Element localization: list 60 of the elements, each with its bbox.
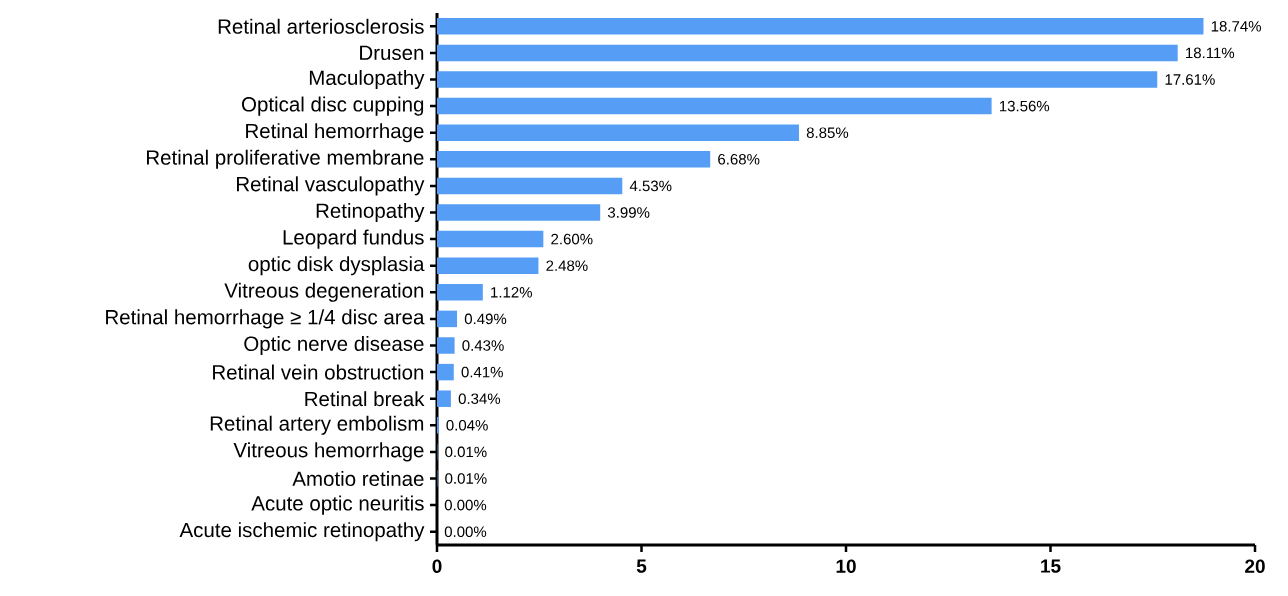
y-tick-label: Amotio retinae xyxy=(292,470,424,487)
y-tick-label: Retinopathy xyxy=(316,202,425,223)
y-tick-label: Optic nerve disease xyxy=(244,335,424,356)
data-label: 0.49% xyxy=(464,313,507,325)
bar xyxy=(437,44,1178,62)
y-tick-label: Vitreous degeneration xyxy=(224,282,424,302)
bar xyxy=(437,310,458,328)
bar xyxy=(437,284,483,301)
x-tick-label: 5 xyxy=(636,559,647,573)
data-label: 0.34% xyxy=(458,393,501,405)
bar xyxy=(437,363,454,381)
y-tick-label: Retinal hemorrhage ≥ 1/4 disc area xyxy=(106,309,425,329)
data-label: 1.12% xyxy=(491,287,532,298)
bar xyxy=(437,97,992,115)
data-label: 0.43% xyxy=(462,340,504,351)
data-label: 18.11% xyxy=(1186,47,1235,59)
bar xyxy=(437,337,455,354)
data-label: 4.53% xyxy=(629,180,672,192)
data-label: 3.99% xyxy=(607,207,650,218)
data-label: 17.61% xyxy=(1165,74,1215,85)
data-label: 18.74% xyxy=(1211,21,1261,32)
data-label: 6.68% xyxy=(718,154,760,165)
y-tick-label: Acute ischemic retinopathy xyxy=(179,522,425,542)
x-tick-label: 20 xyxy=(1245,559,1265,573)
y-tick-label: Retinal vasculopathy xyxy=(237,176,425,196)
bar xyxy=(437,257,539,274)
y-tick-label: Retinal hemorrhage xyxy=(246,123,424,143)
data-label: 0.04% xyxy=(446,420,488,431)
data-label: 0.00% xyxy=(444,526,487,538)
data-label: 0.00% xyxy=(444,499,487,511)
y-tick-label: optic disk dysplasia xyxy=(248,256,425,276)
y-tick-label: Optical disc cupping xyxy=(241,96,424,116)
y-tick-label: Retinal vein obstruction xyxy=(213,364,424,380)
x-tick-label: 15 xyxy=(1041,559,1061,573)
bar xyxy=(437,71,1158,88)
bar xyxy=(437,204,601,221)
bar xyxy=(437,18,1204,35)
data-label: 0.41% xyxy=(461,366,503,378)
x-tick-label: 0 xyxy=(432,559,442,573)
data-label: 0.01% xyxy=(445,446,487,458)
y-tick-label: Vitreous hemorrhage xyxy=(233,442,424,462)
data-label: 8.85% xyxy=(806,127,849,139)
bar xyxy=(437,177,623,195)
bar xyxy=(437,230,544,248)
bar xyxy=(437,124,799,141)
data-label: 0.01% xyxy=(445,473,487,484)
y-tick-label: Retinal proliferative membrane xyxy=(147,149,424,169)
x-tick-label: 10 xyxy=(836,559,856,573)
y-tick-label: Maculopathy xyxy=(309,69,425,90)
data-label: 2.60% xyxy=(551,233,593,245)
bar xyxy=(437,151,711,168)
y-tick-label: Leopard fundus xyxy=(283,229,424,249)
y-tick-label: Retinal artery embolism xyxy=(210,415,424,435)
y-tick-label: Retinal break xyxy=(305,391,425,407)
y-tick-label: Drusen xyxy=(360,45,424,61)
data-label: 2.48% xyxy=(546,260,588,272)
bar xyxy=(437,390,451,407)
y-tick-label: Retinal arteriosclerosis xyxy=(218,18,424,34)
y-tick-label: Acute optic neuritis xyxy=(251,495,424,515)
data-label: 13.56% xyxy=(999,100,1050,112)
